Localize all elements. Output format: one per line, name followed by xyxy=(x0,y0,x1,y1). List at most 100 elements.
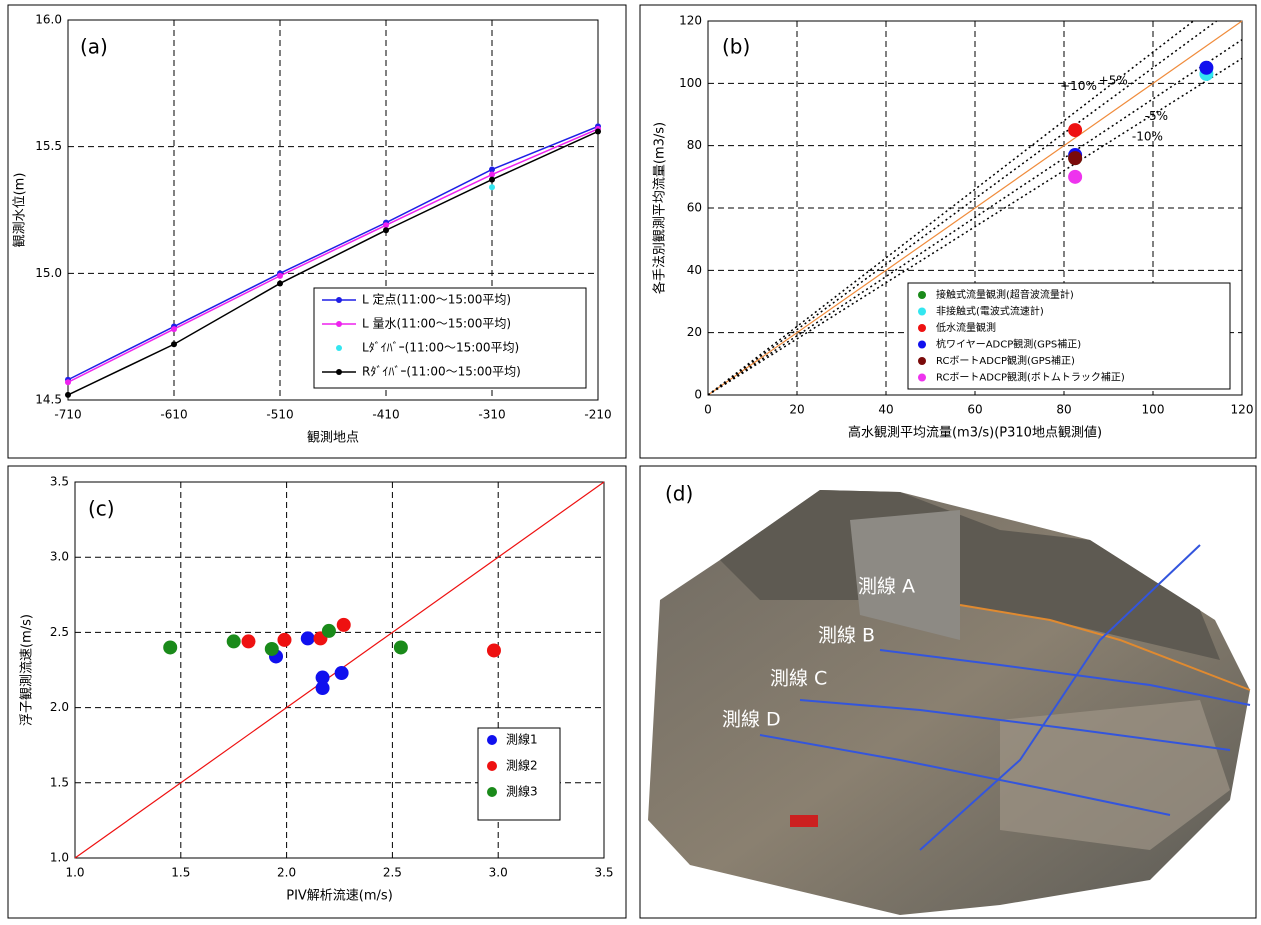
y-axis-title: 観測水位(m) xyxy=(13,173,28,248)
x-tick-label: 60 xyxy=(967,403,982,417)
point xyxy=(489,177,495,183)
legend-label: L 定点(11:00～15:00平均) xyxy=(362,292,511,307)
legend-marker xyxy=(336,297,342,303)
y-tick-label: 2.5 xyxy=(50,625,69,639)
legend-marker xyxy=(918,374,926,382)
y-tick-label: 60 xyxy=(687,201,702,215)
panel-label: (b) xyxy=(722,35,750,59)
legend-marker xyxy=(487,787,497,797)
point xyxy=(163,640,177,654)
legend-marker xyxy=(918,308,926,316)
line-label: 測線 D xyxy=(722,709,781,731)
point xyxy=(489,184,495,190)
y-tick-label: 100 xyxy=(679,76,702,90)
x-tick-label: -710 xyxy=(54,408,81,422)
y-tick-label: 16.0 xyxy=(35,13,62,27)
x-tick-label: 120 xyxy=(1231,403,1254,417)
point xyxy=(595,128,601,134)
x-tick-label: -410 xyxy=(372,408,399,422)
reference-label: +10% xyxy=(1060,79,1097,93)
x-tick-label: 100 xyxy=(1142,403,1165,417)
x-tick-label: 1.0 xyxy=(65,866,84,880)
x-tick-label: 2.0 xyxy=(277,866,296,880)
legend-label: RCボートADCP観測(ボトムトラック補正) xyxy=(936,371,1125,384)
y-tick-label: 15.5 xyxy=(35,139,62,153)
point xyxy=(65,379,71,385)
x-axis-title: PIV解析流速(m/s) xyxy=(286,889,393,904)
legend-marker xyxy=(918,324,926,332)
y-tick-label: 1.0 xyxy=(50,851,69,865)
point xyxy=(383,227,389,233)
legend-marker xyxy=(918,291,926,299)
point xyxy=(277,280,283,286)
y-tick-label: 15.0 xyxy=(35,266,62,280)
y-tick-label: 2.0 xyxy=(50,700,69,714)
x-tick-label: 2.5 xyxy=(383,866,402,880)
y-axis-title: 浮子観測流速(m/s) xyxy=(20,614,35,726)
y-axis-title: 各手法別観測平均流量(m3/s) xyxy=(652,122,668,294)
point xyxy=(322,624,336,638)
legend-marker xyxy=(336,369,342,375)
point xyxy=(337,618,351,632)
legend-marker xyxy=(336,345,342,351)
point xyxy=(1068,170,1082,184)
point xyxy=(301,631,315,645)
y-tick-label: 3.5 xyxy=(50,475,69,489)
x-tick-label: 40 xyxy=(878,403,893,417)
legend-label: 非接触式(電波式流速計) xyxy=(936,305,1044,318)
point xyxy=(65,392,71,398)
point xyxy=(242,634,256,648)
point xyxy=(227,634,241,648)
legend-marker xyxy=(918,341,926,349)
legend-label: L 量水(11:00～15:00平均) xyxy=(362,317,511,331)
x-tick-label: 80 xyxy=(1056,403,1071,417)
y-tick-label: 40 xyxy=(687,263,702,277)
legend-label: 接触式流量観測(超音波流量計) xyxy=(936,288,1074,301)
y-tick-label: 80 xyxy=(687,138,702,152)
x-tick-label: 0 xyxy=(704,403,712,417)
legend-label: 測線1 xyxy=(506,732,538,747)
legend-label: Rﾀﾞｲﾊﾞｰ(11:00～15:00平均) xyxy=(362,365,521,379)
x-tick-label: 1.5 xyxy=(171,866,190,880)
legend-marker xyxy=(336,321,342,327)
point xyxy=(1068,151,1082,165)
x-tick-label: -310 xyxy=(478,408,505,422)
point xyxy=(1068,123,1082,137)
legend-label: 低水流量観測 xyxy=(936,321,996,334)
y-tick-label: 1.5 xyxy=(50,775,69,789)
point xyxy=(335,666,349,680)
x-tick-label: 3.5 xyxy=(594,866,613,880)
point xyxy=(265,642,279,656)
legend-label: 杭ワイヤーADCP観測(GPS補正) xyxy=(936,338,1081,351)
panel-label: (a) xyxy=(80,35,108,59)
legend-label: 測線2 xyxy=(506,758,538,773)
legend-marker xyxy=(487,735,497,745)
x-tick-label: 3.0 xyxy=(489,866,508,880)
x-tick-label: -610 xyxy=(160,408,187,422)
line-label: 測線 A xyxy=(858,576,915,598)
panel-label: (c) xyxy=(88,497,115,521)
chart: 14.515.015.516.0-710-610-510-410-310-210… xyxy=(13,13,612,446)
x-tick-label: -510 xyxy=(266,408,293,422)
x-tick-label: 20 xyxy=(789,403,804,417)
panel-label: (d) xyxy=(665,482,693,506)
point xyxy=(394,640,408,654)
point xyxy=(316,681,330,695)
point xyxy=(487,643,501,657)
x-axis-title: 観測地点 xyxy=(307,431,359,446)
reference-label: -10% xyxy=(1132,129,1163,143)
photo xyxy=(648,490,1250,915)
point xyxy=(171,326,177,332)
reference-label: -5% xyxy=(1145,109,1168,123)
x-tick-label: -210 xyxy=(584,408,611,422)
x-axis-title: 高水観測平均流量(m3/s)(P310地点観測値) xyxy=(848,425,1102,441)
legend-label: 測線3 xyxy=(506,784,538,799)
legend-label: Lﾀﾞｲﾊﾞｰ(11:00～15:00平均) xyxy=(362,341,519,355)
y-tick-label: 0 xyxy=(694,388,702,402)
point xyxy=(277,633,291,647)
line-label: 測線 C xyxy=(770,668,827,690)
point xyxy=(1199,61,1213,75)
legend-marker xyxy=(918,357,926,365)
